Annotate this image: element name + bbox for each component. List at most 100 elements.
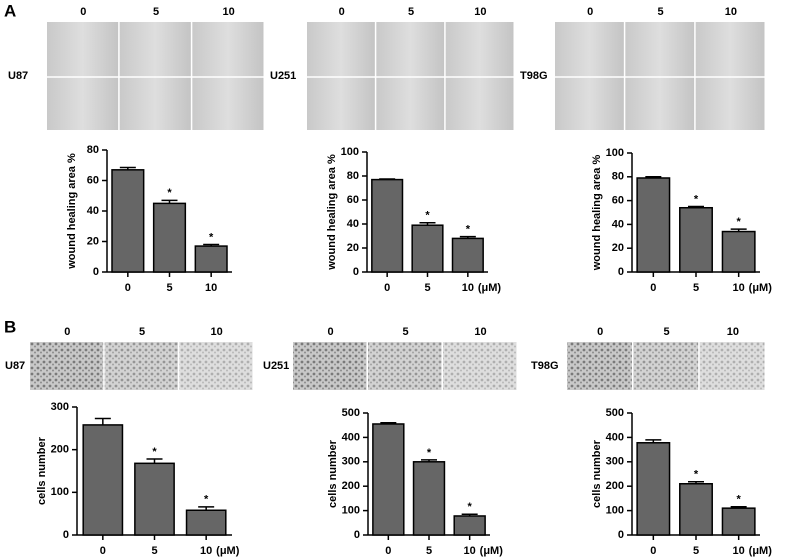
significance-marker: * xyxy=(427,447,432,459)
error-bar xyxy=(161,199,178,204)
y-tick-label: 200 xyxy=(342,480,360,492)
column-label: 10 xyxy=(725,6,737,18)
y-axis-label: cells number xyxy=(36,436,48,505)
x-tick-label: 5 xyxy=(693,545,699,557)
y-tick-label: 0 xyxy=(353,266,359,278)
significance-marker: * xyxy=(204,494,209,506)
micrograph xyxy=(633,342,699,390)
error-bar xyxy=(688,481,704,484)
error-bar xyxy=(419,222,436,226)
error-bar xyxy=(203,243,220,247)
bar xyxy=(134,462,175,536)
cell-line-label: U87 xyxy=(8,70,28,82)
error-bar xyxy=(461,513,478,516)
error-bar xyxy=(688,205,704,208)
bar xyxy=(636,442,671,536)
column-label: 0 xyxy=(327,326,333,338)
bar xyxy=(411,224,444,273)
x-tick-label: 5 xyxy=(151,545,157,557)
x-unit: (μM) xyxy=(749,282,773,294)
micrograph xyxy=(443,342,517,390)
column-label: 5 xyxy=(402,326,408,338)
error-bar xyxy=(198,506,215,511)
y-tick-label: 80 xyxy=(87,144,99,156)
significance-marker: * xyxy=(466,224,471,236)
x-tick-label: 0 xyxy=(100,545,106,557)
y-tick-label: 200 xyxy=(606,480,624,492)
y-tick-label: 200 xyxy=(51,444,69,456)
cell-line-label: U87 xyxy=(5,360,25,372)
y-tick-label: 20 xyxy=(612,242,624,254)
bar xyxy=(451,237,484,273)
column-label: 0 xyxy=(339,6,345,18)
micrograph xyxy=(445,22,514,130)
bar xyxy=(721,230,756,273)
y-tick-label: 100 xyxy=(341,146,359,158)
error-bar xyxy=(459,235,476,239)
error-bar xyxy=(645,176,662,178)
y-tick-label: 20 xyxy=(347,242,359,254)
bar xyxy=(721,507,756,536)
y-tick-label: 40 xyxy=(87,205,99,217)
error-bar xyxy=(379,178,396,180)
y-tick-label: 0 xyxy=(93,266,99,278)
x-tick-label: 5 xyxy=(424,282,430,294)
error-bar xyxy=(645,439,662,443)
bar xyxy=(185,509,227,536)
error-bar xyxy=(119,166,136,170)
y-axis-label: cells number xyxy=(327,439,339,508)
error-bar xyxy=(94,417,111,425)
error-bar xyxy=(146,458,163,464)
significance-marker: * xyxy=(152,446,157,458)
column-label: 0 xyxy=(64,326,70,338)
x-tick-label: 0 xyxy=(384,282,390,294)
significance-marker: * xyxy=(468,501,473,513)
x-unit: (μM) xyxy=(478,282,502,294)
x-tick-label: 10 xyxy=(462,282,474,294)
bar xyxy=(194,245,228,273)
panel-label: A xyxy=(4,1,16,20)
y-tick-label: 300 xyxy=(606,456,624,468)
y-axis-label: cells number xyxy=(591,439,603,508)
column-label: 5 xyxy=(153,6,159,18)
micrograph xyxy=(30,342,104,390)
y-axis-label: wound healing area % xyxy=(326,154,338,271)
y-tick-label: 80 xyxy=(347,170,359,182)
cell-line-label: U251 xyxy=(270,70,296,82)
micrograph xyxy=(625,22,695,130)
y-tick-label: 400 xyxy=(606,431,624,443)
y-tick-label: 80 xyxy=(612,171,624,183)
significance-marker: * xyxy=(694,193,699,205)
cell-line-label: T98G xyxy=(520,70,548,82)
x-tick-label: 10 xyxy=(733,545,745,557)
x-unit: (μM) xyxy=(480,545,504,557)
micrograph xyxy=(555,22,624,130)
y-tick-label: 400 xyxy=(342,431,360,443)
bar xyxy=(679,206,713,273)
column-label: 0 xyxy=(597,326,603,338)
x-tick-label: 10 xyxy=(733,282,745,294)
micrograph xyxy=(307,22,375,130)
x-tick-label: 5 xyxy=(166,282,172,294)
bar xyxy=(152,202,187,273)
y-tick-label: 0 xyxy=(618,266,624,278)
column-label: 0 xyxy=(587,6,593,18)
y-tick-label: 20 xyxy=(87,235,99,247)
y-tick-label: 100 xyxy=(342,505,360,517)
y-tick-label: 40 xyxy=(347,218,359,230)
x-unit: (μM) xyxy=(749,545,773,557)
y-axis-label: wound healing area % xyxy=(66,153,78,270)
y-tick-label: 0 xyxy=(354,529,360,541)
error-bar xyxy=(421,459,437,462)
y-tick-label: 60 xyxy=(347,194,359,206)
x-tick-label: 10 xyxy=(200,545,212,557)
error-bar xyxy=(380,422,397,424)
bar xyxy=(111,169,145,273)
cell-line-label: T98G xyxy=(531,360,559,372)
column-label: 10 xyxy=(223,6,235,18)
micrograph xyxy=(699,342,765,390)
significance-marker: * xyxy=(425,210,430,222)
bar xyxy=(82,424,124,536)
bar xyxy=(636,177,671,273)
